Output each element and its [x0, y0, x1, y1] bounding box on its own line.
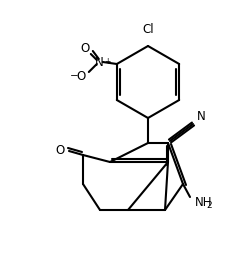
Text: O: O	[55, 144, 64, 157]
Text: NH: NH	[194, 196, 212, 209]
Text: 2: 2	[205, 200, 211, 210]
Text: O: O	[80, 42, 89, 55]
Text: −: −	[69, 71, 78, 81]
Text: N: N	[196, 109, 205, 122]
Text: N: N	[94, 55, 103, 68]
Text: O: O	[76, 69, 85, 82]
Text: Cl: Cl	[142, 23, 153, 36]
Text: +: +	[103, 57, 110, 66]
